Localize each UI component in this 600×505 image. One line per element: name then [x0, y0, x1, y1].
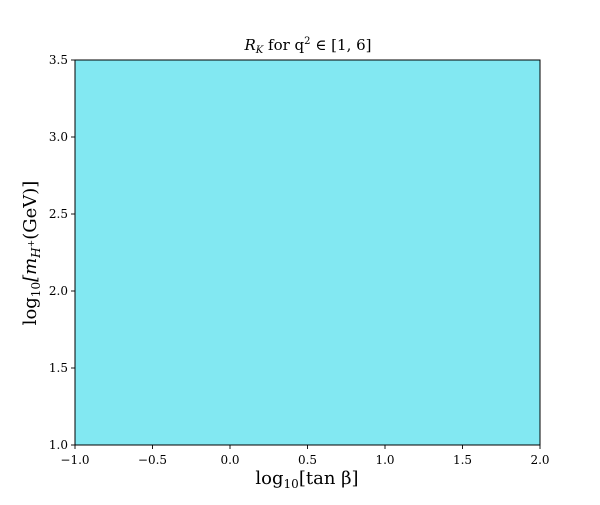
x-tick-label: 1.0	[375, 453, 394, 467]
x-axis-label: log10[tan β]	[255, 468, 358, 491]
y-tick-label: 1.5	[49, 361, 68, 375]
x-tick-label: 2.0	[530, 453, 549, 467]
x-tick-label: −1.0	[60, 453, 89, 467]
y-tick-label: 1.0	[49, 438, 68, 452]
y-tick-label: 2.5	[49, 207, 68, 221]
x-axis-ticks: −1.0 −0.5 0.0 0.5 1.0 1.5 2.0	[60, 445, 550, 467]
y-axis-label: log10[mH+(GeV)]	[20, 181, 43, 326]
x-tick-label: 0.5	[298, 453, 317, 467]
y-axis-ticks: 1.0 1.5 2.0 2.5 3.0 3.5	[49, 53, 75, 452]
y-tick-label: 3.0	[49, 130, 68, 144]
y-tick-label: 2.0	[49, 284, 68, 298]
heatmap-region-0	[75, 60, 540, 445]
heatmap-regions	[75, 60, 540, 445]
chart-title: RK for q2 ∈ [1, 6]	[243, 36, 371, 56]
x-tick-label: −0.5	[138, 453, 167, 467]
x-tick-label: 0.0	[220, 453, 239, 467]
y-tick-label: 3.5	[49, 53, 68, 67]
x-tick-label: 1.5	[453, 453, 472, 467]
